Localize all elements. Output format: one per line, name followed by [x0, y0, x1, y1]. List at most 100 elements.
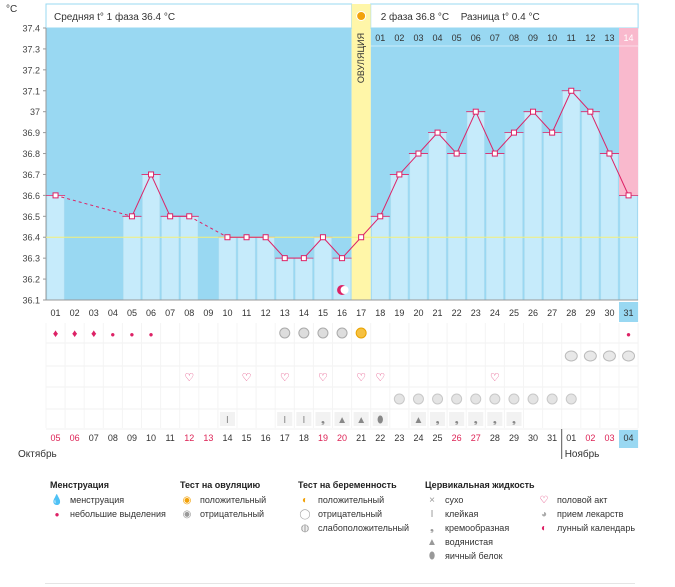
pill-icon [565, 393, 577, 405]
spotting-drop-icon: ● [110, 330, 115, 339]
ovulation-test-negative-icon: ◉ [182, 509, 192, 520]
pregnancy-test-negative-icon: ◯ [299, 509, 311, 520]
fluid-cell [449, 412, 465, 426]
y-tick-label: 36.8 [22, 149, 40, 159]
temperature-bar [486, 153, 504, 301]
fluid-cell [372, 412, 388, 426]
temperature-point [128, 213, 135, 220]
fluid-cell [315, 412, 331, 426]
egg-white-icon: ⬮ [428, 551, 436, 562]
y-tick-label: 37.2 [22, 65, 40, 75]
temperature-line-segment [589, 111, 610, 154]
creamy-icon: ❟ [430, 523, 434, 534]
legend-item: клейкая [445, 509, 479, 519]
cycle-day-label: 30 [604, 308, 614, 318]
post-ovulation-day: 13 [604, 33, 614, 43]
cycle-day-label: 28 [566, 308, 576, 318]
temperature-bar [256, 236, 275, 301]
temperature-bar [619, 195, 638, 301]
ovulation-test-negative-icon [317, 327, 329, 339]
cycle-day-label: 01 [51, 308, 61, 318]
cycle-day-label: 17 [356, 308, 366, 318]
temperature-line-segment [608, 153, 630, 196]
temperature-bar [180, 216, 199, 301]
temperature-bar [428, 132, 447, 301]
calendar-date: 14 [222, 433, 232, 443]
y-tick-label: 36.2 [22, 275, 40, 285]
heart-icon: ♡ [490, 372, 500, 384]
legend-item: водянистая [445, 537, 494, 547]
temperature-point [568, 87, 575, 94]
legend-other: . ♡половой акт ◕прием лекарств ◐лунный к… [537, 480, 636, 535]
fluid-cell [296, 412, 312, 426]
post-ovulation-day-highlight [619, 28, 639, 46]
temperature-line-segment [551, 90, 572, 133]
post-ovulation-day: 08 [509, 33, 519, 43]
moon-icon: ◐ [540, 523, 548, 534]
cycle-day-label: 24 [490, 308, 500, 318]
calendar-date: 20 [337, 433, 347, 443]
temperature-line-segment [303, 236, 324, 259]
temperature-line-segment [513, 111, 534, 133]
ovulation-test-negative-icon [298, 327, 310, 339]
calendar-date: 09 [127, 433, 137, 443]
fluid-cell [410, 412, 426, 426]
temperature-line-segment [475, 111, 496, 154]
post-ovulation-day: 06 [471, 33, 481, 43]
menstruation-drop-icon: ♦ [72, 328, 78, 340]
heart-icon: ♡ [375, 372, 385, 384]
temperature-bar [314, 236, 332, 301]
temperature-point [606, 150, 613, 157]
fluid-cell [353, 412, 369, 426]
calendar-date: 29 [509, 433, 519, 443]
cycle-day-label: 05 [127, 308, 137, 318]
post-ovulation-day: 07 [490, 33, 500, 43]
calendar-date: 11 [165, 433, 174, 443]
temperature-point [148, 171, 155, 178]
calendar-date: 13 [203, 433, 213, 443]
calendar-date: 31 [547, 433, 557, 443]
pill-icon: ◕ [540, 509, 548, 520]
temperature-line-segment [398, 153, 419, 175]
temperature-bar [562, 90, 581, 301]
pregnancy-test-positive-icon: ◐ [301, 495, 309, 506]
calendar-date: 30 [528, 433, 538, 443]
legend-item: яичный белок [445, 551, 503, 561]
calendar-date: 24 [413, 433, 423, 443]
temperature-bar [505, 132, 523, 301]
cycle-day-label: 03 [89, 308, 99, 318]
y-tick-label: 37.4 [22, 24, 40, 34]
temperature-point [319, 234, 326, 241]
temperature-point [625, 192, 632, 199]
last-date-cell [619, 430, 639, 448]
cycle-day-label: 06 [146, 308, 156, 318]
pregnancy-test-icon [622, 350, 636, 362]
calendar-date: 16 [261, 433, 271, 443]
ovulation-test-negative-icon [279, 327, 291, 339]
temperature-point [262, 234, 269, 241]
post-ovulation-day: 10 [547, 33, 557, 43]
legend-title: Цервикальная жидкость [425, 480, 535, 490]
post-ovulation-day: 14 [624, 33, 634, 43]
temperature-point [167, 213, 174, 220]
legend-menstruation: Менструация 💧 менструация ● небольшие выде… [50, 480, 166, 521]
calendar-date: 19 [318, 433, 328, 443]
cycle-day-label: 27 [547, 308, 557, 318]
pill-icon [412, 393, 424, 405]
cycle-day-label: 14 [299, 308, 309, 318]
post-ovulation-day: 01 [375, 33, 385, 43]
pregnancy-test-icon [564, 350, 578, 362]
last-day-highlight [619, 28, 639, 196]
temperature-point [415, 150, 422, 157]
temperature-point [243, 234, 250, 241]
temperature-line-segment [150, 174, 171, 217]
calendar-date: 04 [624, 433, 634, 443]
calendar-date: 10 [146, 433, 156, 443]
y-tick-label: 36.7 [22, 170, 40, 180]
calendar-date: 23 [394, 433, 404, 443]
y-tick-label: 36.6 [22, 191, 40, 201]
temperature-line-segment [55, 194, 133, 217]
calendar-date: 12 [184, 433, 194, 443]
